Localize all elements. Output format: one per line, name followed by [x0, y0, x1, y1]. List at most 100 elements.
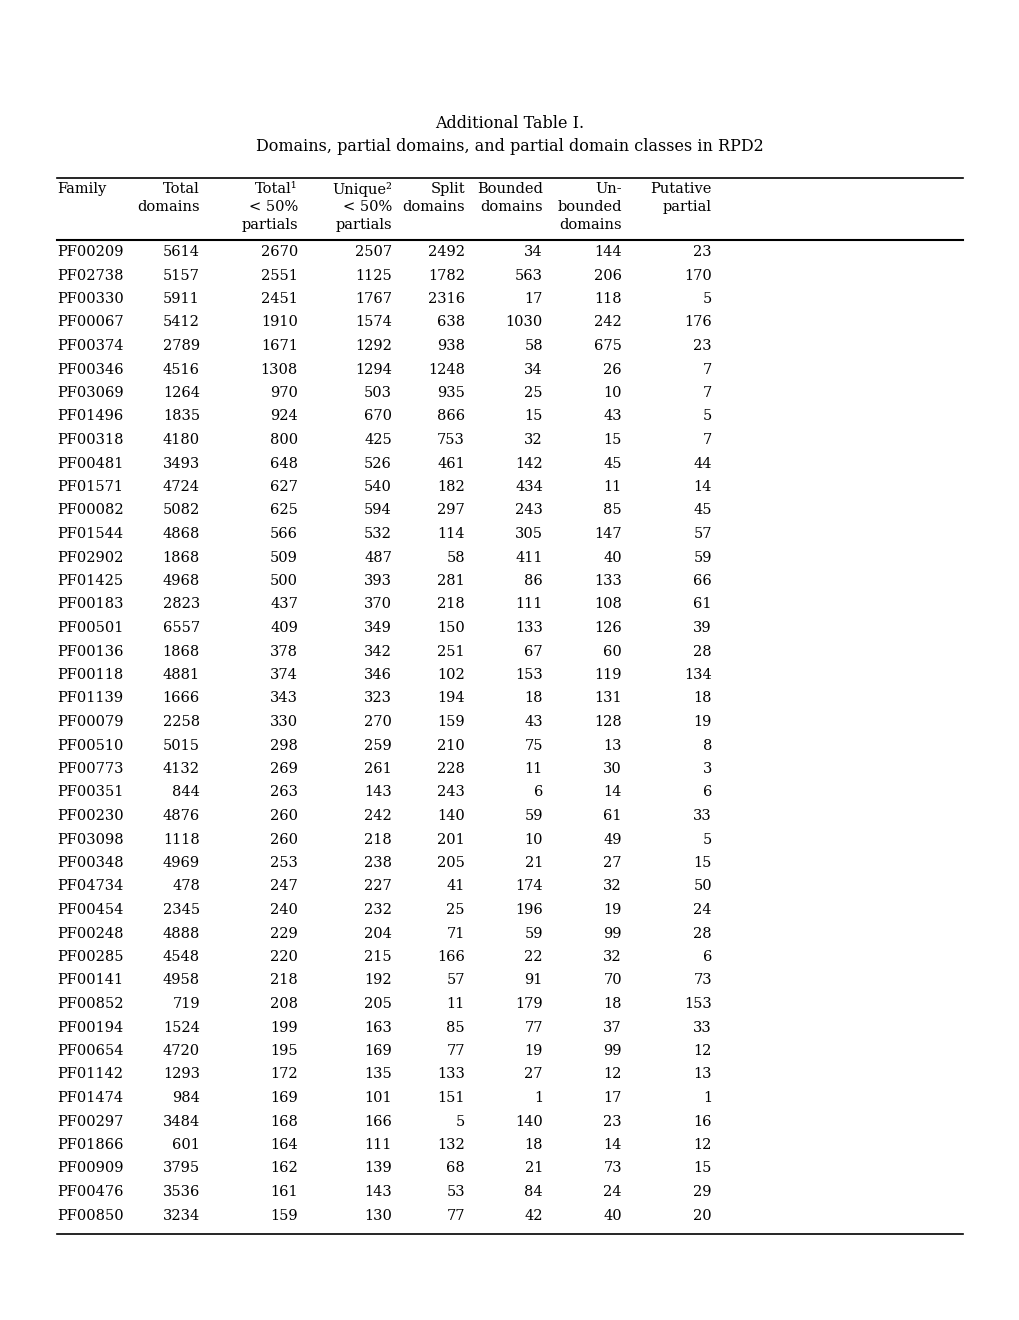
Text: 30: 30	[602, 762, 622, 776]
Text: 192: 192	[364, 974, 391, 987]
Text: 218: 218	[437, 598, 465, 611]
Text: 57: 57	[693, 527, 711, 541]
Text: 1574: 1574	[355, 315, 391, 330]
Text: 153: 153	[684, 997, 711, 1011]
Text: 5: 5	[702, 833, 711, 846]
Text: 349: 349	[364, 620, 391, 635]
Text: 15: 15	[603, 433, 622, 447]
Text: 1293: 1293	[163, 1068, 200, 1081]
Text: 270: 270	[364, 715, 391, 729]
Text: 179: 179	[515, 997, 542, 1011]
Text: 28: 28	[693, 927, 711, 940]
Text: 70: 70	[603, 974, 622, 987]
Text: PF00501: PF00501	[57, 620, 123, 635]
Text: PF02738: PF02738	[57, 268, 123, 282]
Text: 1782: 1782	[428, 268, 465, 282]
Text: 2789: 2789	[163, 339, 200, 352]
Text: 566: 566	[270, 527, 298, 541]
Text: 13: 13	[603, 738, 622, 752]
Text: 91: 91	[524, 974, 542, 987]
Text: 2316: 2316	[427, 292, 465, 306]
Text: 71: 71	[446, 927, 465, 940]
Text: 938: 938	[436, 339, 465, 352]
Text: 39: 39	[693, 620, 711, 635]
Text: PF00374: PF00374	[57, 339, 123, 352]
Text: PF00141: PF00141	[57, 974, 123, 987]
Text: 144: 144	[594, 246, 622, 259]
Text: 253: 253	[270, 855, 298, 870]
Text: PF00481: PF00481	[57, 457, 123, 470]
Text: 240: 240	[270, 903, 298, 917]
Text: 323: 323	[364, 692, 391, 705]
Text: 23: 23	[603, 1114, 622, 1129]
Text: 503: 503	[364, 385, 391, 400]
Text: 2451: 2451	[261, 292, 298, 306]
Text: 201: 201	[437, 833, 465, 846]
Text: 19: 19	[603, 903, 622, 917]
Text: 49: 49	[603, 833, 622, 846]
Text: 4724: 4724	[163, 480, 200, 494]
Text: 86: 86	[524, 574, 542, 587]
Text: 14: 14	[603, 1138, 622, 1152]
Text: 17: 17	[524, 292, 542, 306]
Text: 1248: 1248	[428, 363, 465, 376]
Text: PF00351: PF00351	[57, 785, 123, 800]
Text: 21: 21	[524, 1162, 542, 1176]
Text: 866: 866	[436, 409, 465, 424]
Text: 5412: 5412	[163, 315, 200, 330]
Text: 24: 24	[603, 1185, 622, 1199]
Text: 199: 199	[270, 1020, 298, 1035]
Text: PF00067: PF00067	[57, 315, 123, 330]
Text: 670: 670	[364, 409, 391, 424]
Text: 44: 44	[693, 457, 711, 470]
Text: Additional Table I.: Additional Table I.	[435, 115, 584, 132]
Text: 108: 108	[593, 598, 622, 611]
Text: PF00850: PF00850	[57, 1209, 123, 1222]
Text: 5911: 5911	[163, 292, 200, 306]
Text: 166: 166	[364, 1114, 391, 1129]
Text: PF00348: PF00348	[57, 855, 123, 870]
Text: PF01142: PF01142	[57, 1068, 123, 1081]
Text: 205: 205	[364, 997, 391, 1011]
Text: 269: 269	[270, 762, 298, 776]
Text: 140: 140	[515, 1114, 542, 1129]
Text: PF00318: PF00318	[57, 433, 123, 447]
Text: PF00346: PF00346	[57, 363, 123, 376]
Text: PF00285: PF00285	[57, 950, 123, 964]
Text: 20: 20	[693, 1209, 711, 1222]
Text: 164: 164	[270, 1138, 298, 1152]
Text: 67: 67	[524, 644, 542, 659]
Text: 159: 159	[270, 1209, 298, 1222]
Text: 970: 970	[270, 385, 298, 400]
Text: domains: domains	[401, 201, 465, 214]
Text: 205: 205	[437, 855, 465, 870]
Text: 33: 33	[693, 1020, 711, 1035]
Text: 243: 243	[437, 785, 465, 800]
Text: 1671: 1671	[261, 339, 298, 352]
Text: 172: 172	[270, 1068, 298, 1081]
Text: 13: 13	[693, 1068, 711, 1081]
Text: 166: 166	[437, 950, 465, 964]
Text: 6: 6	[702, 950, 711, 964]
Text: 1030: 1030	[505, 315, 542, 330]
Text: 66: 66	[693, 574, 711, 587]
Text: 5614: 5614	[163, 246, 200, 259]
Text: 3493: 3493	[163, 457, 200, 470]
Text: 6557: 6557	[163, 620, 200, 635]
Text: 247: 247	[270, 879, 298, 894]
Text: 60: 60	[602, 644, 622, 659]
Text: 411: 411	[515, 550, 542, 565]
Text: 153: 153	[515, 668, 542, 682]
Text: 119: 119	[594, 668, 622, 682]
Text: 627: 627	[270, 480, 298, 494]
Text: 162: 162	[270, 1162, 298, 1176]
Text: Total¹: Total¹	[255, 182, 298, 195]
Text: 18: 18	[524, 1138, 542, 1152]
Text: 32: 32	[603, 950, 622, 964]
Text: 297: 297	[437, 503, 465, 517]
Text: 24: 24	[693, 903, 711, 917]
Text: 132: 132	[437, 1138, 465, 1152]
Text: 4868: 4868	[162, 527, 200, 541]
Text: Putative: Putative	[650, 182, 711, 195]
Text: 11: 11	[446, 997, 465, 1011]
